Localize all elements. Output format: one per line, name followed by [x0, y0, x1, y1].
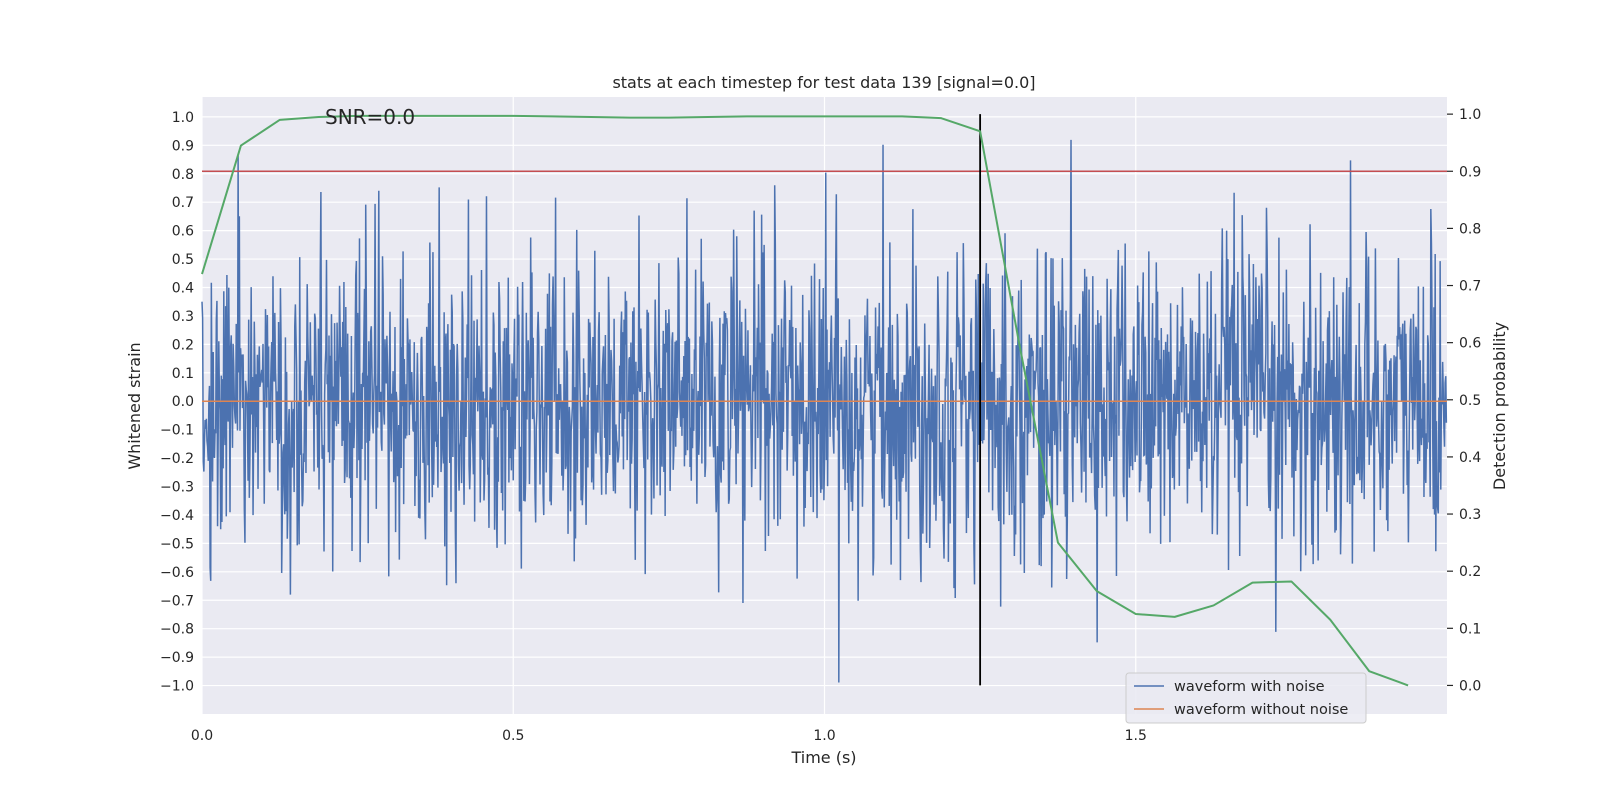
y-left-tick-label-14: −0.4: [160, 508, 194, 524]
y-left-tick-label-13: −0.3: [160, 480, 194, 496]
legend-label-waveform-with-noise: waveform with noise: [1174, 679, 1325, 695]
y-left-tick-label-3: 0.7: [172, 195, 194, 211]
y-left-tick-label-11: −0.1: [160, 423, 194, 439]
y-axis-label-right: Detection probability: [1490, 322, 1509, 490]
series-waveform-with-noise: [201, 139, 1448, 683]
y-right-tick-label-1: 0.9: [1459, 164, 1481, 180]
waveform-with-noise-line: [201, 139, 1448, 683]
y-right-tick-label-9: 0.1: [1459, 621, 1481, 637]
y-right-tick-label-0: 1.0: [1459, 107, 1481, 123]
y-left-tick-label-8: 0.2: [172, 337, 194, 353]
legend-box: [1125, 672, 1367, 724]
y-axis-label-left: Whitened strain: [125, 342, 144, 469]
y-right-tick-label-2: 0.8: [1459, 221, 1481, 237]
y-right-tick-label-6: 0.4: [1459, 450, 1481, 466]
y-right-tick-label-3: 0.7: [1459, 279, 1481, 295]
y-right-tick-label-7: 0.3: [1459, 507, 1481, 523]
y-left-tick-label-18: −0.8: [160, 622, 194, 638]
x-axis-ticks: 0.0 0.5 1.0 1.5: [191, 728, 1147, 744]
y-left-tick-label-12: −0.2: [160, 451, 194, 467]
x-tick-label-2: 1.0: [813, 728, 835, 744]
y-right-tick-label-10: 0.0: [1459, 678, 1481, 694]
y-left-tick-label-5: 0.5: [172, 252, 194, 268]
legend-label-waveform-without-noise: waveform without noise: [1174, 702, 1348, 718]
y-right-tick-label-8: 0.2: [1459, 564, 1481, 580]
y-left-tick-label-9: 0.1: [172, 366, 194, 382]
x-axis-label: Time (s): [790, 748, 856, 767]
chart-title: stats at each timestep for test data 139…: [612, 73, 1035, 92]
snr-annotation: SNR=0.0: [325, 105, 415, 129]
y-left-tick-label-4: 0.6: [172, 224, 194, 240]
x-tick-label-3: 1.5: [1125, 728, 1147, 744]
y-right-tick-label-4: 0.6: [1459, 336, 1481, 352]
y-left-tick-label-7: 0.3: [172, 309, 194, 325]
right-axis-ticks: 1.0 0.9 0.8 0.7 0.6 0.5 0.4 0.3 0.2 0.1 0.0: [1447, 107, 1481, 694]
y-left-tick-label-15: −0.5: [160, 536, 194, 552]
y-left-tick-label-0: 1.0: [172, 110, 194, 126]
y-left-tick-label-17: −0.7: [160, 593, 194, 609]
y-left-tick-label-16: −0.6: [160, 565, 194, 581]
detection-probability-line: [201, 114, 1409, 687]
y-left-tick-label-1: 0.9: [172, 138, 194, 154]
y-left-tick-label-20: −1.0: [160, 679, 194, 695]
y-right-tick-label-5: 0.5: [1459, 393, 1481, 409]
y-left-tick-label-2: 0.8: [172, 167, 194, 183]
x-tick-label-0: 0.0: [191, 728, 213, 744]
left-axis-ticks: 1.0 0.9 0.8 0.7 0.6 0.5 0.4 0.3 0.2 0.1 0.0 −0.1 −0.…: [160, 110, 194, 695]
y-left-tick-label-6: 0.4: [172, 281, 194, 297]
series-detection-probability: [201, 114, 1409, 687]
y-left-tick-label-19: −0.9: [160, 650, 194, 666]
legend: waveform with noise waveform without noi…: [1125, 672, 1367, 724]
x-tick-label-1: 0.5: [502, 728, 524, 744]
y-left-tick-label-10: 0.0: [172, 394, 194, 410]
